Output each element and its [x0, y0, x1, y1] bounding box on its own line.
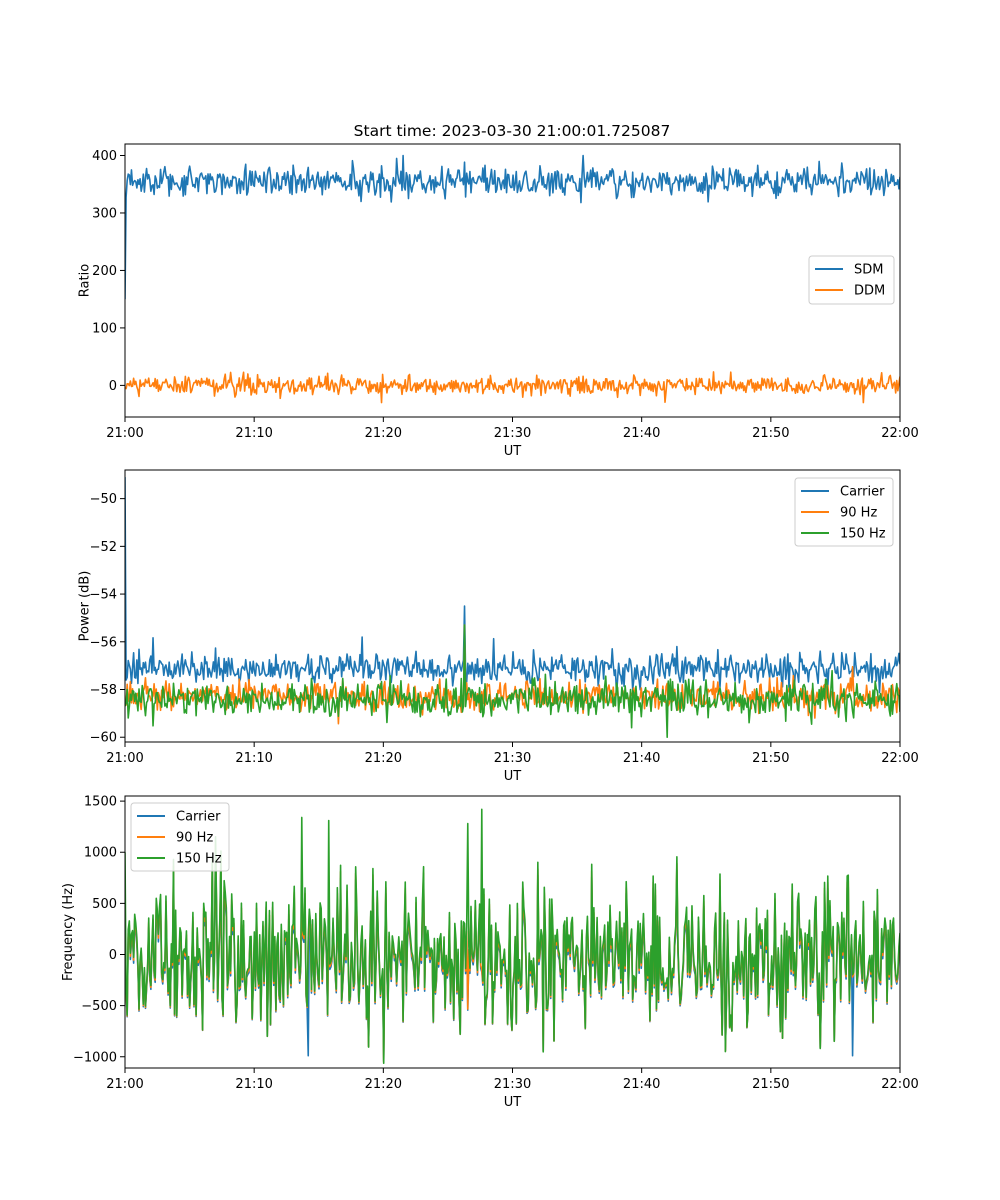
series-line-150-hz	[125, 808, 900, 1065]
legend-entry: 150 Hz	[176, 852, 222, 867]
x-tick-label: 21:30	[494, 1077, 531, 1092]
series-line-sdm	[125, 154, 900, 300]
x-tick-label: 21:50	[752, 426, 789, 441]
legend-entry: Carrier	[840, 485, 885, 500]
x-axis-label: UT	[504, 444, 522, 459]
x-tick-label: 21:40	[623, 426, 660, 441]
series-group	[125, 808, 900, 1065]
y-axis-label: Ratio	[77, 264, 92, 297]
series-line-150-hz	[125, 624, 900, 738]
y-tick-label: −500	[81, 999, 117, 1014]
x-tick-label: 22:00	[881, 1077, 918, 1092]
y-tick-label: 100	[92, 321, 117, 336]
x-tick-label: 22:00	[881, 426, 918, 441]
x-axis-label: UT	[504, 1095, 522, 1110]
x-tick-label: 21:00	[106, 1077, 143, 1092]
subplot-stack: 21:00 21:10 21:20 21:30 21:40 21:50 22:00 UT 0 10…	[61, 143, 919, 1110]
x-tick-label: 21:10	[235, 426, 272, 441]
x-axis-label: UT	[504, 769, 522, 784]
x-tick-label: 21:10	[235, 1077, 272, 1092]
legend: Carrier 90 Hz 150 Hz	[794, 477, 894, 547]
y-axis-label: Frequency (Hz)	[61, 883, 76, 981]
legend-box	[130, 802, 230, 872]
x-tick-label: 21:20	[365, 1077, 402, 1092]
y-tick-label: −52	[90, 540, 117, 555]
y-tick-label: −60	[90, 731, 117, 746]
y-tick-label: 300	[92, 206, 117, 221]
x-tick-label: 21:20	[365, 751, 402, 766]
subplot-1: 21:00 21:10 21:20 21:30 21:40 21:50 22:00 UT 0 10…	[77, 143, 919, 459]
y-tick-label: −54	[90, 588, 117, 603]
legend-entry: SDM	[854, 263, 883, 278]
legend-entry: DDM	[854, 284, 885, 299]
x-tick-label: 21:50	[752, 1077, 789, 1092]
y-tick-label: 0	[109, 379, 117, 394]
legend-entry: 90 Hz	[176, 831, 213, 846]
y-tick-label: 1500	[84, 795, 117, 810]
y-tick-label: 1000	[84, 846, 117, 861]
legend-entry: Carrier	[176, 810, 221, 825]
y-tick-label: 0	[109, 948, 117, 963]
y-tick-label: −50	[90, 492, 117, 507]
y-axis-label: Power (dB)	[77, 571, 92, 642]
y-tick-label: 500	[92, 897, 117, 912]
legend: Carrier 90 Hz 150 Hz	[130, 802, 230, 872]
x-tick-label: 21:50	[752, 751, 789, 766]
x-tick-label: 22:00	[881, 751, 918, 766]
x-tick-label: 21:20	[365, 426, 402, 441]
figure-title: Start time: 2023-03-30 21:00:01.725087	[354, 122, 671, 140]
x-tick-label: 21:30	[494, 751, 531, 766]
subplot-3: 21:00 21:10 21:20 21:30 21:40 21:50 22:00 UT −10…	[61, 795, 919, 1110]
series-group	[125, 154, 900, 404]
y-tick-label: 200	[92, 264, 117, 279]
legend-box	[794, 477, 894, 547]
series-group	[125, 477, 900, 738]
x-tick-label: 21:40	[623, 751, 660, 766]
x-tick-label: 21:00	[106, 426, 143, 441]
legend-entry: 150 Hz	[840, 527, 886, 542]
x-tick-label: 21:00	[106, 751, 143, 766]
x-tick-label: 21:30	[494, 426, 531, 441]
x-tick-label: 21:10	[235, 751, 272, 766]
series-line-carrier	[125, 477, 900, 696]
y-tick-label: 400	[92, 149, 117, 164]
y-tick-label: −1000	[73, 1050, 117, 1065]
legend-entry: 90 Hz	[840, 506, 877, 521]
y-tick-label: −56	[90, 635, 117, 650]
subplot-2: 21:00 21:10 21:20 21:30 21:40 21:50 22:00 UT −60…	[77, 469, 919, 784]
legend: SDM DDM	[808, 255, 895, 305]
x-tick-label: 21:40	[623, 1077, 660, 1092]
y-tick-label: −58	[90, 683, 117, 698]
series-line-ddm	[125, 371, 900, 404]
